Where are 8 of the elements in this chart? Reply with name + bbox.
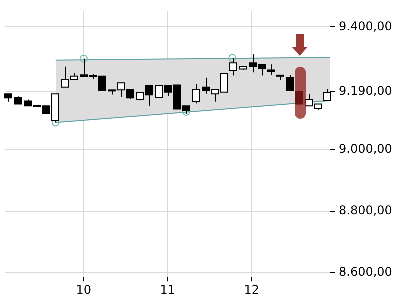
y-tick-label: 8.600,00 (339, 265, 392, 280)
x-tick-label: 12 (244, 282, 260, 297)
x-tick-label: 11 (160, 282, 176, 297)
y-tick-label: 8.800,00 (339, 204, 392, 218)
y-tick-label: 9.400,00 (339, 19, 392, 34)
y-tick-label: 9.000,00 (339, 142, 392, 156)
x-tick-label: 10 (76, 282, 92, 297)
y-tick-label: 9.190,00 (339, 84, 392, 98)
